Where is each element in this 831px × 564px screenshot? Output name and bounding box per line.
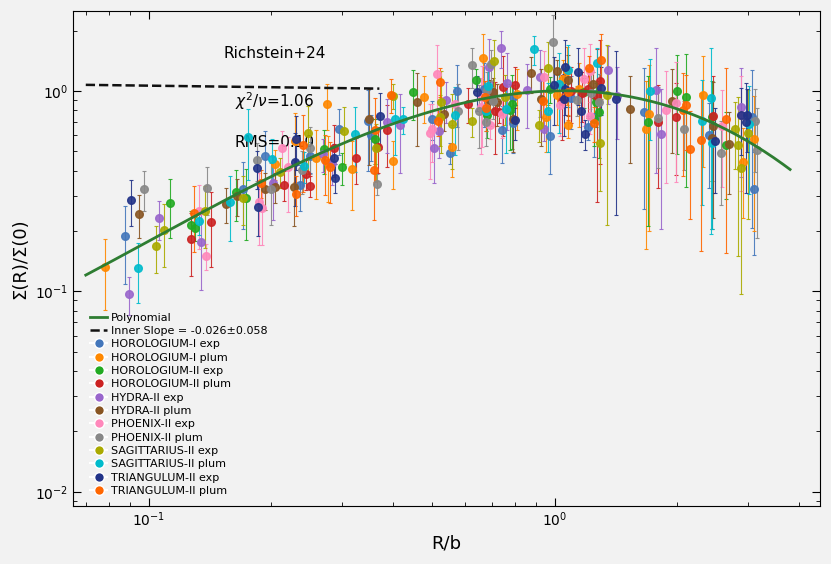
X-axis label: R/b: R/b [431, 535, 461, 553]
Y-axis label: Σ(R)/Σ(0): Σ(R)/Σ(0) [11, 218, 29, 299]
Text: Richstein+24: Richstein+24 [224, 46, 326, 61]
Text: RMS=0.10: RMS=0.10 [234, 135, 314, 150]
Text: $\chi^2/\nu$=1.06: $\chi^2/\nu$=1.06 [235, 90, 314, 112]
Legend: Polynomial, Inner Slope = -0.026±0.058, HOROLOGIUM-I exp, HOROLOGIUM-I plum, HOR: Polynomial, Inner Slope = -0.026±0.058, … [86, 308, 273, 500]
